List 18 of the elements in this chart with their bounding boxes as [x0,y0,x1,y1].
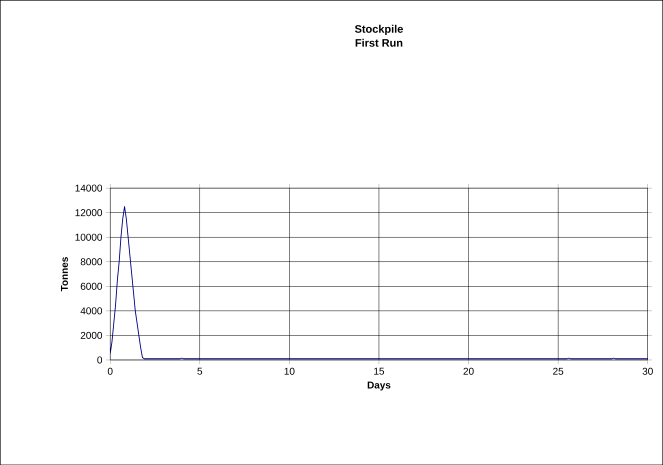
x-tick-label: 30 [642,368,653,375]
x-axis-title: Days [368,382,390,390]
x-tick-label: 25 [553,368,564,375]
y-tick-label: 10000 [76,234,102,241]
x-tick-label: 5 [197,368,202,375]
y-tick-label: 8000 [80,258,102,266]
y-tick-label: 4000 [80,307,102,314]
y-tick-label: 2000 [80,332,102,339]
y-axis-title: Tonnes [60,257,68,292]
y-tick-label: 6000 [80,282,102,290]
chart-title: Stockpile First Run [354,24,403,47]
y-tick-label: 12000 [76,209,102,216]
y-tick-label: 14000 [76,184,102,192]
y-tick-label: 0 [97,356,102,364]
x-tick-label: 20 [464,368,474,375]
x-tick-label: 10 [284,368,295,375]
x-tick-label: 15 [374,368,384,375]
x-tick-label: 0 [108,368,113,375]
